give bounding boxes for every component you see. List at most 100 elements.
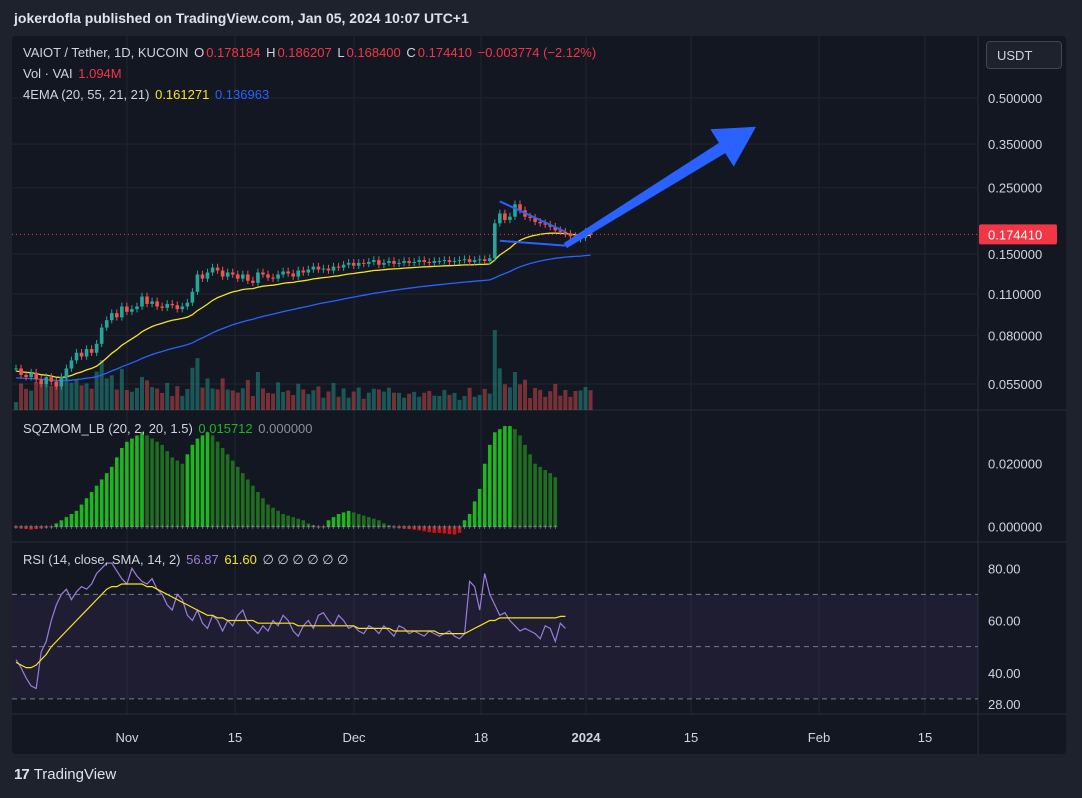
candle <box>94 343 99 353</box>
sqz-bar <box>44 526 49 528</box>
candle <box>24 374 28 378</box>
candle <box>145 296 149 304</box>
sqz-cross-marker: + <box>422 523 427 532</box>
sqz-bar <box>457 526 462 533</box>
sqz-cross-marker: + <box>372 523 377 532</box>
sqz-bar <box>487 444 492 527</box>
high-label: H <box>266 45 276 60</box>
chart-canvas[interactable]: 0.500000 0.350000 0.250000 0.150000 0.110000… <box>12 36 1066 754</box>
sqz-cross-marker: + <box>44 523 49 532</box>
volume-bar <box>417 396 422 410</box>
sqz-bar <box>150 438 154 527</box>
sqz-bar <box>493 432 497 527</box>
volume-bar <box>195 358 200 410</box>
candle <box>34 372 38 380</box>
change-value: −0.003774 (−2.12%) <box>477 45 597 60</box>
candle <box>528 216 532 218</box>
sqz-cross-marker: + <box>79 523 84 532</box>
volume-bar <box>472 396 477 410</box>
forecast-arrow[interactable] <box>563 126 756 249</box>
sqz-bar <box>266 504 270 527</box>
sqz-bar <box>29 526 33 530</box>
sqz-bar <box>482 463 487 527</box>
sqz-bar <box>225 454 230 527</box>
volume-bar <box>140 377 144 410</box>
volume-bar <box>386 387 391 410</box>
sqz-cross-marker: + <box>341 523 346 532</box>
sqz-cross-marker: + <box>114 523 119 532</box>
sqz-bar <box>427 526 432 533</box>
sqz-axis-tick: 0.020000 <box>988 457 1042 472</box>
sqz-cross-marker: + <box>235 523 240 532</box>
volume-bar <box>341 388 346 410</box>
volume-bar <box>165 382 170 410</box>
volume-bar <box>477 394 482 410</box>
candle <box>367 261 371 264</box>
sqz-cross-marker: + <box>361 523 366 532</box>
volume-bar <box>124 390 129 410</box>
volume-bar <box>563 389 568 410</box>
sqz-cross-marker: + <box>145 523 150 532</box>
sqz-cross-marker: + <box>19 523 24 532</box>
sqz-cross-marker: + <box>276 523 281 532</box>
candle <box>185 302 190 307</box>
sqz-bar <box>548 473 553 527</box>
trendline-lower[interactable] <box>499 239 566 247</box>
volume-bar <box>356 387 361 410</box>
candle <box>210 267 215 273</box>
candle <box>482 259 487 262</box>
candle <box>150 301 154 304</box>
sqz-bar <box>89 492 94 527</box>
candle <box>387 261 391 263</box>
sqz-cross-marker: + <box>256 523 261 532</box>
candle <box>140 296 144 307</box>
sqz-cross-marker: + <box>160 523 165 532</box>
currency-button[interactable]: USDT <box>986 41 1062 69</box>
volume-bar <box>462 395 467 410</box>
tradingview-logo[interactable]: 17 TradingView <box>14 766 116 783</box>
sqz-cross-marker: + <box>281 523 286 532</box>
sqz-bar <box>361 515 366 527</box>
sqz-cross-marker: + <box>477 523 482 532</box>
candle <box>558 230 563 232</box>
sqz-bar <box>331 517 336 527</box>
volume-bar <box>104 378 109 410</box>
volume-bar <box>94 371 99 410</box>
volume-bar <box>64 374 69 410</box>
volume-legend: Vol · VAI 1.094M <box>23 66 124 81</box>
volume-bar <box>371 388 376 410</box>
volume-bar <box>296 383 301 410</box>
chart-frame[interactable]: 0.500000 0.350000 0.250000 0.150000 0.110000… <box>12 36 1066 754</box>
volume-bar <box>361 398 366 410</box>
candle <box>291 273 295 277</box>
sqz-bar <box>336 514 341 527</box>
price-axis-tick: 0.080000 <box>988 328 1042 343</box>
sqz-bar <box>64 517 69 527</box>
sqz-cross-marker: + <box>140 523 145 532</box>
sqz-bar <box>498 429 502 527</box>
candle <box>246 274 250 281</box>
volume-bar <box>301 389 306 410</box>
candle <box>493 223 497 259</box>
sqz-cross-marker: + <box>387 523 392 532</box>
sqz-bar <box>120 448 124 527</box>
candle <box>276 274 280 279</box>
volume-bar <box>447 394 452 410</box>
sqz-cross-marker: + <box>205 523 210 532</box>
candle <box>503 213 507 220</box>
sqz-cross-marker: + <box>508 523 513 532</box>
sqz-bar <box>387 525 391 527</box>
sqz-cross-marker: + <box>286 523 291 532</box>
volume-bar <box>397 392 402 410</box>
sqz-cross-marker: + <box>487 523 492 532</box>
volume-bar <box>145 380 150 410</box>
sqz-bar <box>316 526 321 528</box>
candle <box>205 272 210 279</box>
volume-bar <box>44 383 49 410</box>
volume-bar <box>175 386 180 410</box>
trendline-upper[interactable] <box>499 200 566 233</box>
sqz-cross-marker: + <box>246 523 251 532</box>
sqz-bar <box>54 523 59 527</box>
volume-bar <box>14 402 18 410</box>
sqz-bar <box>115 457 119 527</box>
